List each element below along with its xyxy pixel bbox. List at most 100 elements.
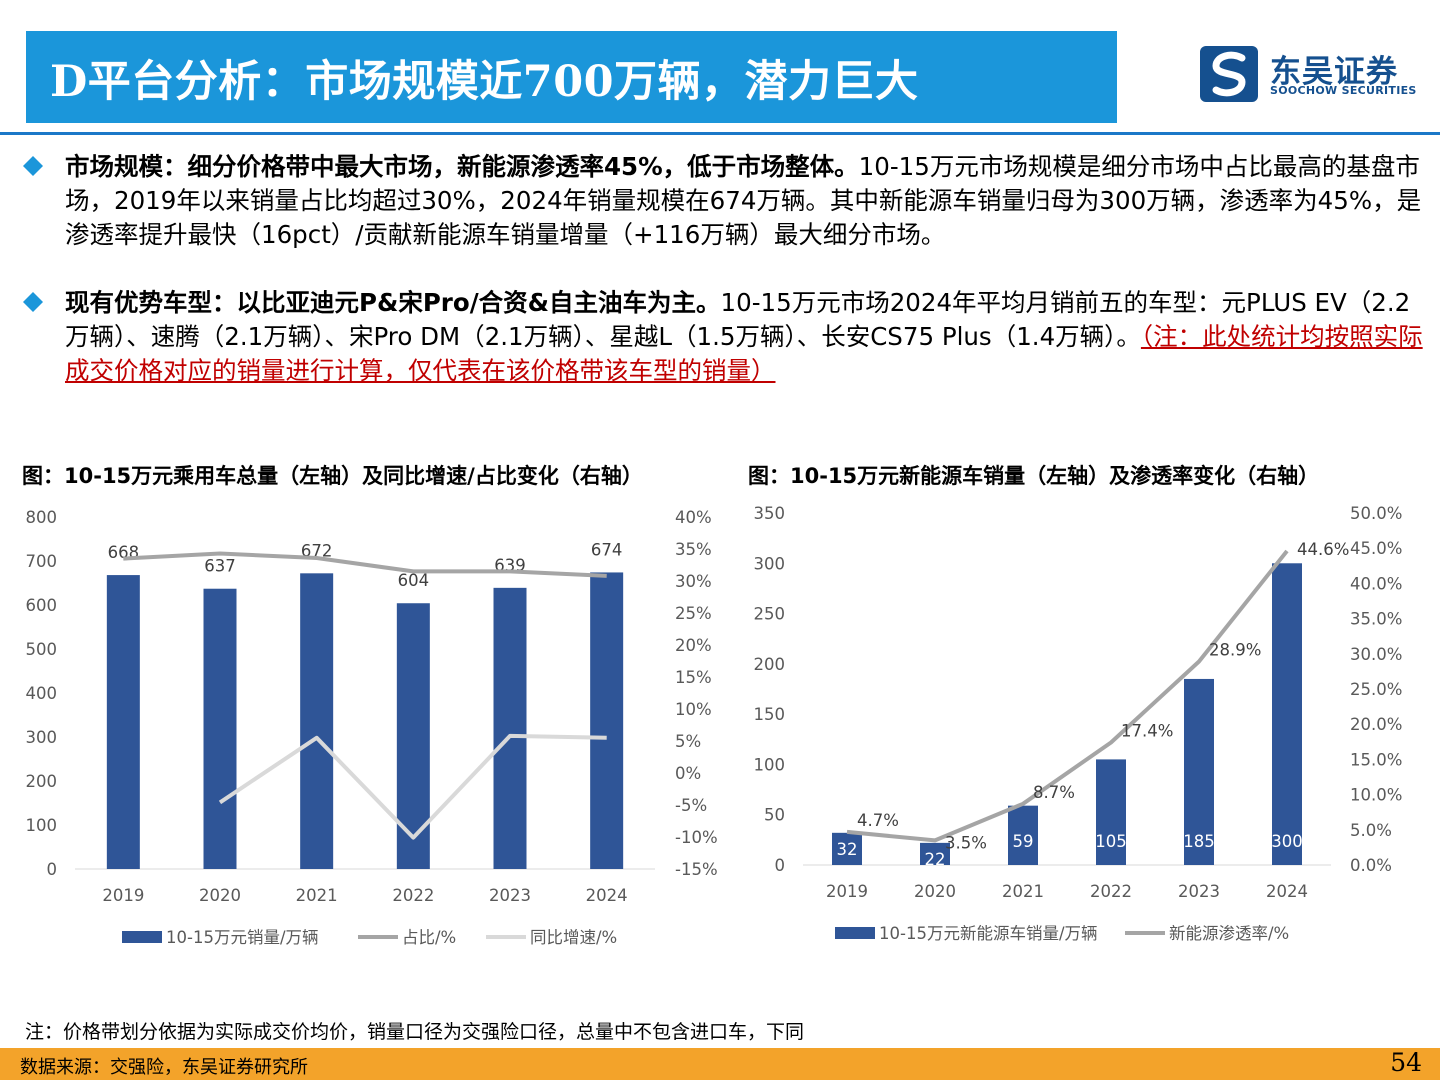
y-left-tick-label: 250 <box>754 605 786 624</box>
bar-data-label: 604 <box>398 571 430 590</box>
y-right-tick-label: -5% <box>675 796 707 815</box>
y-right-tick-label: 0% <box>675 764 701 783</box>
y-left-tick-label: 150 <box>754 705 786 724</box>
x-tick-label: 2022 <box>1090 882 1132 901</box>
bar <box>1272 563 1302 865</box>
bar-data-label: 185 <box>1183 832 1215 851</box>
y-right-tick-label: 5% <box>675 732 701 751</box>
y-left-tick-label: 100 <box>754 755 786 774</box>
y-right-tick-label: 15% <box>675 668 712 687</box>
soochow-logo-icon <box>1200 46 1258 102</box>
legend-label: 占比/% <box>402 928 456 947</box>
chart1-title: 图：10-15万元乘用车总量（左轴）及同比增速/占比变化（右轴） <box>22 464 643 488</box>
bar <box>396 603 430 869</box>
y-right-tick-label: -10% <box>675 828 718 847</box>
bar <box>832 832 862 865</box>
data-source: 数据来源：交强险，东吴证券研究所 <box>20 1057 308 1078</box>
bar-data-label: 637 <box>204 557 236 576</box>
bullet-heading: 现有优势车型：以比亚迪元P&宋Pro/合资&自主油车为主。 <box>65 288 721 317</box>
company-logo: 东吴证券 SOOCHOW SECURITIES <box>1198 44 1418 104</box>
bullet-top-models: 现有优势车型：以比亚迪元P&宋Pro/合资&自主油车为主。10-15万元市场20… <box>23 286 1430 388</box>
bar <box>590 572 624 869</box>
line-data-label: 4.7% <box>857 811 899 830</box>
x-tick-label: 2021 <box>1002 882 1044 901</box>
y-left-tick-label: 300 <box>26 728 58 747</box>
bar-data-label: 674 <box>591 540 623 559</box>
header-divider <box>0 132 1440 135</box>
y-right-tick-label: 25.0% <box>1350 680 1402 699</box>
legend-swatch <box>122 931 162 943</box>
header-bar <box>26 31 1117 123</box>
bar-data-label: 22 <box>925 850 946 869</box>
legend-swatch <box>835 927 875 939</box>
x-tick-label: 2019 <box>102 886 144 905</box>
diamond-bullet-icon <box>23 292 43 312</box>
bar <box>1096 759 1126 865</box>
bullet-text: 10-15万元市场2024年平均月销前五的车型：元PLUS EV（2.2万辆）、… <box>65 288 1411 351</box>
y-left-tick-label: 400 <box>26 684 58 703</box>
chart2-title: 图：10-15万元新能源车销量（左轴）及渗透率变化（右轴） <box>748 464 1320 488</box>
bar-data-label: 672 <box>301 541 333 560</box>
x-tick-label: 2024 <box>586 886 628 905</box>
y-right-tick-label: 15.0% <box>1350 750 1402 769</box>
y-right-tick-label: 30.0% <box>1350 645 1402 664</box>
y-left-tick-label: 300 <box>754 554 786 573</box>
x-tick-label: 2019 <box>826 882 868 901</box>
y-right-tick-label: 40.0% <box>1350 574 1402 593</box>
bar <box>106 575 140 869</box>
y-left-tick-label: 500 <box>26 640 58 659</box>
legend-label: 10-15万元销量/万辆 <box>166 928 319 947</box>
y-right-tick-label: 20.0% <box>1350 715 1402 734</box>
diamond-bullet-icon <box>23 156 43 176</box>
series-line <box>123 551 607 578</box>
legend-label: 同比增速/% <box>530 928 617 947</box>
x-tick-label: 2023 <box>489 886 531 905</box>
y-left-tick-label: 350 <box>754 504 786 523</box>
y-right-tick-label: 10.0% <box>1350 786 1402 805</box>
logo-name: 东吴证券 <box>1270 54 1398 90</box>
y-left-tick-label: 0 <box>47 860 58 879</box>
y-right-tick-label: -15% <box>675 860 718 879</box>
series-line <box>846 549 1289 843</box>
page-title: D平台分析：市场规模近700万辆，潜力巨大 <box>50 57 919 107</box>
logo-english-name: SOOCHOW SECURITIES <box>1270 84 1417 97</box>
y-left-tick-label: 100 <box>26 816 58 835</box>
bar <box>920 842 950 865</box>
bar-data-label: 300 <box>1271 832 1303 851</box>
page-number: 54 <box>1390 1048 1422 1077</box>
y-left-tick-label: 0 <box>775 856 786 875</box>
x-tick-label: 2021 <box>296 886 338 905</box>
x-tick-label: 2022 <box>392 886 434 905</box>
chart-nev-sales: 0 50 100 150 200 250 300 350 0.0% 5.0% 10.0% 15.0% 2… <box>754 504 1403 943</box>
series-line <box>218 733 607 840</box>
x-tick-label: 2023 <box>1178 882 1220 901</box>
legend-label: 10-15万元新能源车销量/万辆 <box>879 924 1098 943</box>
y-left-tick-label: 50 <box>764 806 785 825</box>
y-right-tick-label: 0.0% <box>1350 856 1392 875</box>
line-data-label: 8.7% <box>1033 783 1075 802</box>
line-data-label: 17.4% <box>1121 722 1173 741</box>
y-left-tick-label: 700 <box>26 552 58 571</box>
y-left-tick-label: 200 <box>754 655 786 674</box>
y-right-tick-label: 35.0% <box>1350 610 1402 629</box>
bar-data-label: 105 <box>1095 832 1127 851</box>
y-right-tick-label: 50.0% <box>1350 504 1402 523</box>
line-data-label: 44.6% <box>1297 540 1349 559</box>
bar <box>1008 805 1038 865</box>
footer-bar <box>0 1048 1440 1080</box>
x-tick-label: 2020 <box>199 886 241 905</box>
x-tick-label: 2024 <box>1266 882 1308 901</box>
y-left-tick-label: 200 <box>26 772 58 791</box>
bar <box>1184 678 1214 865</box>
bar <box>300 573 334 869</box>
y-right-tick-label: 10% <box>675 700 712 719</box>
y-right-tick-label: 30% <box>675 572 712 591</box>
bullet-text: 10-15万元市场规模是细分市场中占比最高的基盘市场，2019年以来销量占比均超… <box>65 152 1422 249</box>
line-data-label: 28.9% <box>1209 641 1261 660</box>
bullet-market-size: 市场规模：细分价格带中最大市场，新能源渗透率45%，低于市场整体。10-15万元… <box>23 150 1430 252</box>
y-right-tick-label: 20% <box>675 636 712 655</box>
y-left-tick-label: 600 <box>26 596 58 615</box>
legend-label: 新能源渗透率/% <box>1169 924 1289 943</box>
line-data-label: 3.5% <box>945 833 987 852</box>
chart-total-sales: 0 100 200 300 400 500 600 700 800 -15% -10% -5% 0% 5%… <box>26 508 718 947</box>
